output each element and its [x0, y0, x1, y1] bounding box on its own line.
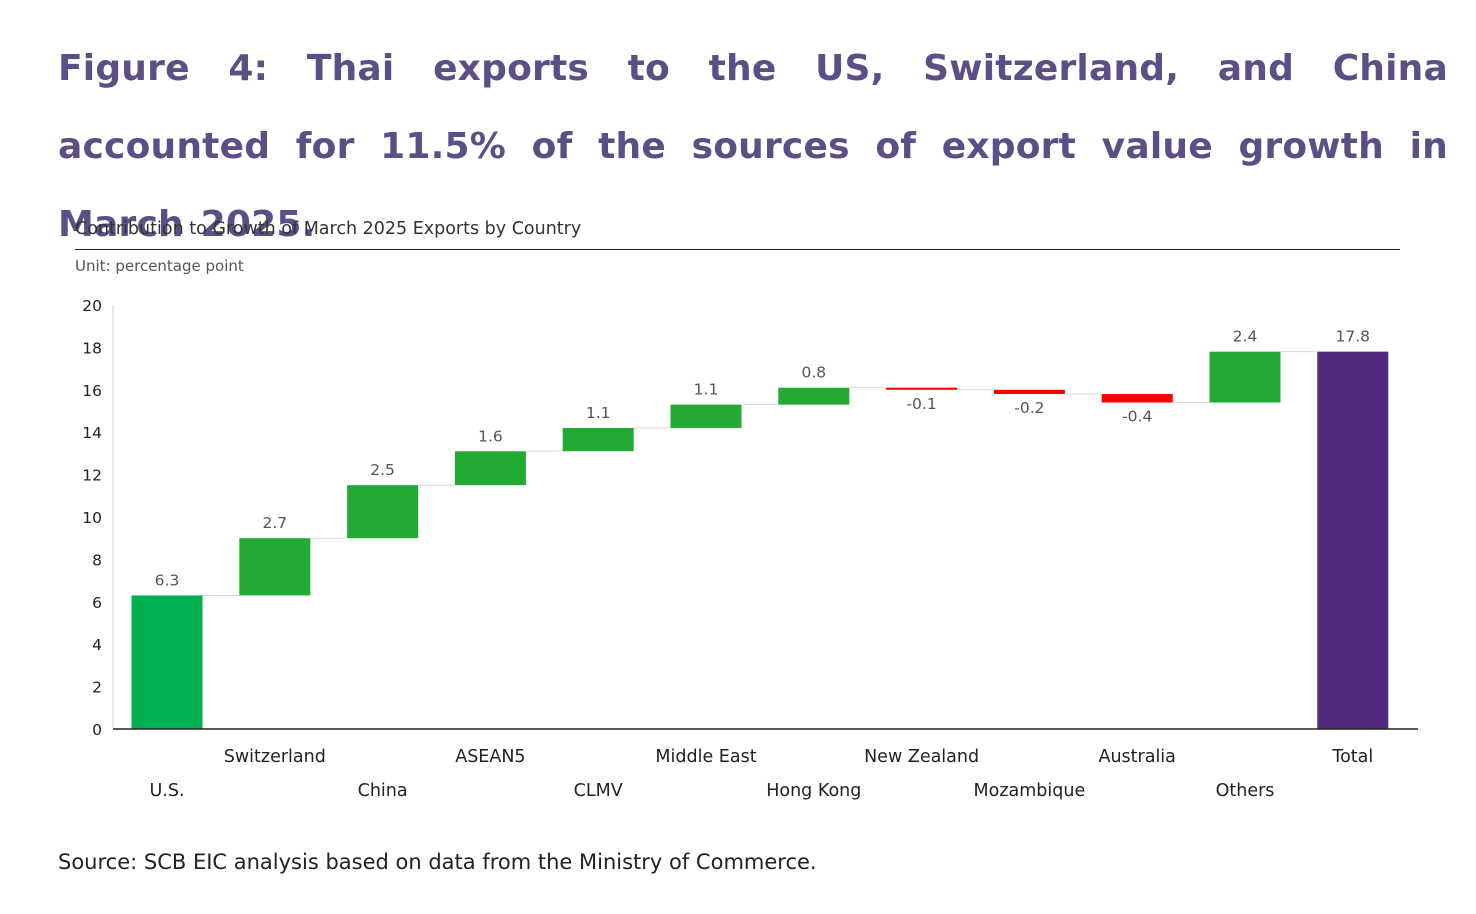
data-label: -0.1 [906, 395, 936, 413]
y-tick-label: 10 [82, 509, 102, 527]
x-tick-label: Switzerland [224, 747, 326, 767]
y-tick-label: 20 [82, 297, 102, 315]
y-tick-label: 18 [82, 339, 102, 357]
data-label: 0.8 [801, 364, 826, 382]
data-label: -0.2 [1014, 399, 1044, 417]
y-tick-label: 14 [82, 424, 102, 442]
y-tick-label: 4 [92, 636, 102, 654]
x-tick-label: Others [1216, 781, 1275, 801]
y-tick-label: 2 [92, 679, 102, 697]
x-tick-label: Hong Kong [766, 781, 861, 801]
bar [993, 389, 1065, 395]
data-label: 6.3 [155, 571, 180, 589]
data-label: 2.4 [1233, 328, 1258, 346]
figure-title: Figure 4: Thai exports to the US, Switze… [58, 48, 1448, 245]
x-tick-label: Middle East [655, 747, 756, 767]
x-tick-label: ASEAN5 [455, 747, 525, 767]
chart-title-divider [75, 249, 1400, 250]
data-label: -0.4 [1122, 408, 1152, 426]
bar [670, 404, 742, 428]
x-tick-label: Mozambique [974, 781, 1086, 801]
data-label: 1.6 [478, 427, 503, 445]
y-tick-label: 6 [92, 594, 102, 612]
bar [778, 387, 850, 405]
x-tick-label: CLMV [574, 781, 623, 801]
data-label: 1.1 [586, 404, 611, 422]
x-tick-label: New Zealand [864, 747, 979, 767]
x-tick-label: Australia [1098, 747, 1175, 767]
data-label: 2.5 [370, 461, 395, 479]
data-label: 1.1 [694, 381, 719, 399]
y-tick-label: 0 [92, 721, 102, 739]
chart-title: Contribution to Growth of March 2025 Exp… [75, 219, 582, 239]
x-tick-label: China [358, 781, 408, 801]
bar [347, 485, 419, 539]
source-note: Source: SCB EIC analysis based on data f… [58, 850, 817, 874]
data-label: 2.7 [262, 514, 287, 532]
y-tick-label: 16 [82, 382, 102, 400]
y-tick-label: 12 [82, 467, 102, 485]
bar [1209, 351, 1281, 403]
bar [131, 595, 203, 729]
x-tick-label: Total [1331, 747, 1373, 767]
bar [562, 427, 634, 452]
bar [454, 451, 526, 486]
data-label: 17.8 [1336, 328, 1371, 346]
bar [1317, 351, 1389, 729]
bar [239, 538, 311, 596]
y-tick-label: 8 [92, 551, 102, 569]
x-tick-label: U.S. [149, 781, 184, 801]
bar [1101, 394, 1173, 403]
chart-unit-label: Unit: percentage point [75, 257, 244, 275]
bar [886, 387, 958, 390]
